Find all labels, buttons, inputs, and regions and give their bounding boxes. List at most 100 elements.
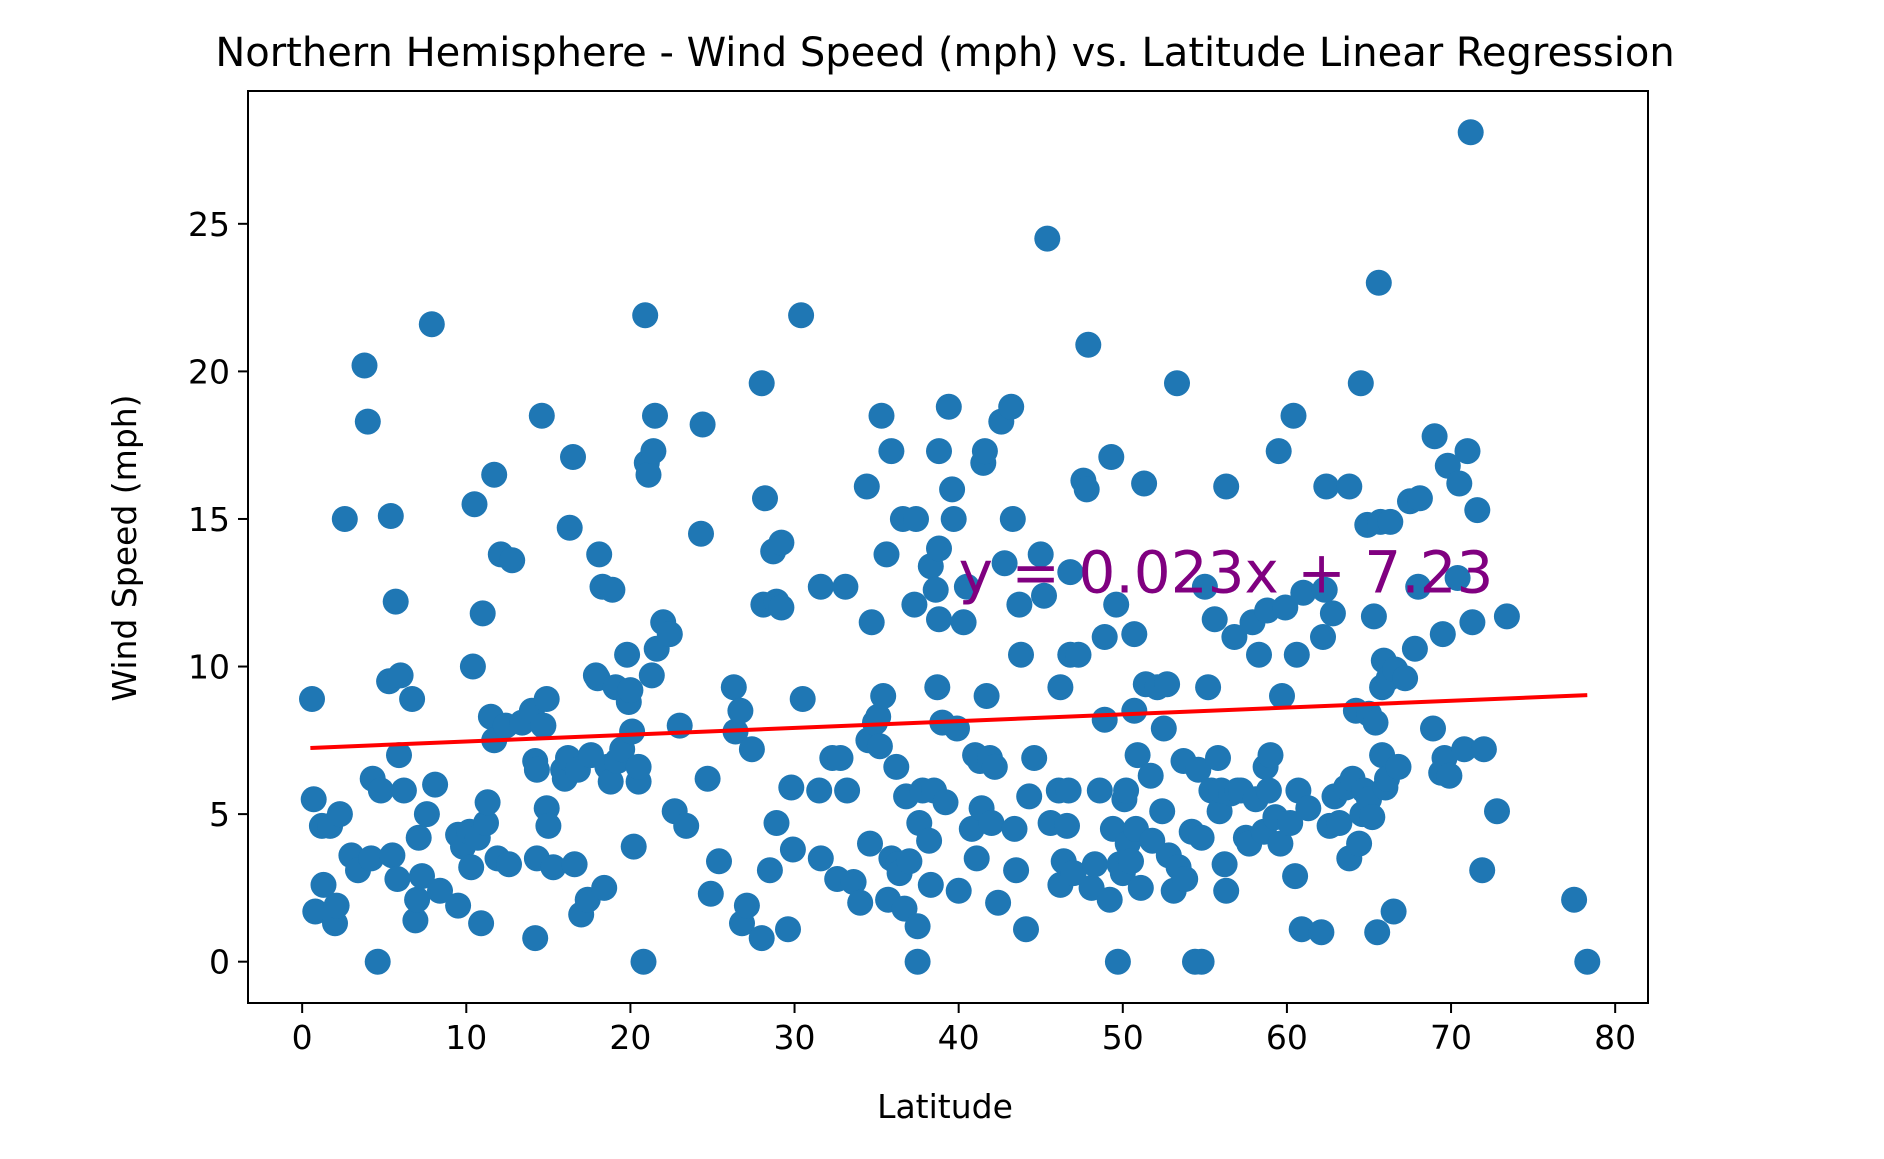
scatter-point xyxy=(1081,851,1108,878)
scatter-point xyxy=(1091,624,1118,650)
scatter-point xyxy=(896,848,923,875)
scatter-point xyxy=(1075,331,1102,358)
scatter-point xyxy=(868,402,895,429)
scatter-point xyxy=(635,461,662,488)
scatter-point xyxy=(358,845,385,872)
scatter-point xyxy=(1313,473,1340,500)
scatter-point xyxy=(1470,736,1497,763)
scatter-point xyxy=(748,370,775,397)
scatter-point xyxy=(1308,919,1335,946)
scatter-point xyxy=(377,503,404,529)
scatter-point xyxy=(1446,470,1473,497)
scatter-point xyxy=(924,674,951,701)
scatter-point xyxy=(640,438,667,465)
scatter-point xyxy=(847,889,874,916)
scatter-point xyxy=(1073,476,1100,503)
scatter-point xyxy=(1096,886,1123,913)
scatter-point xyxy=(1047,674,1074,701)
x-axis-label: Latitude xyxy=(877,1087,1013,1126)
scatter-point xyxy=(733,892,760,919)
scatter-point xyxy=(1195,674,1222,701)
scatter-point xyxy=(939,476,966,503)
scatter-point xyxy=(779,836,806,863)
y-tick-label: 20 xyxy=(188,352,230,391)
scatter-point xyxy=(903,506,929,532)
scatter-point xyxy=(561,851,588,878)
scatter-point xyxy=(720,674,747,701)
scatter-point xyxy=(1131,470,1158,497)
scatter-point xyxy=(694,765,721,792)
scatter-point xyxy=(522,925,549,952)
scatter-point xyxy=(367,777,394,804)
x-tick-label: 0 xyxy=(292,1018,313,1057)
scatter-point xyxy=(638,662,665,689)
scatter-point xyxy=(1006,591,1033,618)
scatter-point xyxy=(481,461,508,488)
scatter-point xyxy=(1054,812,1080,839)
scatter-point xyxy=(404,886,431,913)
scatter-point xyxy=(560,444,586,470)
scatter-point xyxy=(706,848,732,875)
scatter-point xyxy=(738,736,765,763)
scatter-point xyxy=(427,877,453,904)
scatter-point xyxy=(689,411,716,438)
scatter-point xyxy=(981,753,1008,780)
chart-title: Northern Hemisphere - Wind Speed (mph) v… xyxy=(215,30,1674,76)
scatter-point xyxy=(300,786,327,813)
scatter-point xyxy=(1380,898,1407,925)
scatter-point xyxy=(1060,860,1087,887)
scatter-point xyxy=(1459,609,1486,636)
scatter-point xyxy=(1213,473,1240,500)
scatter-point xyxy=(1436,762,1463,789)
scatter-point xyxy=(1311,576,1338,603)
x-tick-label: 70 xyxy=(1430,1018,1472,1057)
scatter-point xyxy=(1574,948,1601,975)
y-tick-label: 5 xyxy=(209,795,230,834)
scatter-point xyxy=(768,594,795,621)
scatter-point xyxy=(474,789,501,816)
scatter-point xyxy=(386,742,412,769)
x-tick-label: 50 xyxy=(1102,1018,1144,1057)
scatter-point xyxy=(1360,603,1387,630)
scatter-point xyxy=(1172,866,1199,892)
scatter-point xyxy=(1185,756,1212,783)
scatter-point xyxy=(422,771,449,798)
scatter-point xyxy=(409,863,435,890)
x-tick-label: 40 xyxy=(938,1018,980,1057)
scatter-point xyxy=(599,576,626,603)
scatter-point xyxy=(958,815,985,842)
scatter-point xyxy=(1055,777,1082,804)
scatter-point xyxy=(935,393,962,420)
regression-line xyxy=(310,693,1588,750)
scatter-point xyxy=(1420,715,1446,742)
scatter-point xyxy=(727,697,754,724)
scatter-point xyxy=(461,491,488,518)
x-axis: 0 10 20 30 40 50 60 70 80 xyxy=(292,1003,1636,1057)
scatter-point xyxy=(1469,857,1496,884)
scatter-point xyxy=(399,686,426,712)
scatter-point xyxy=(807,573,834,600)
scatter-point xyxy=(978,810,1005,836)
scatter-point xyxy=(1121,697,1148,724)
plot-area xyxy=(299,119,1601,975)
scatter-point xyxy=(1265,438,1292,465)
scatter-point xyxy=(299,686,325,712)
scatter-point xyxy=(953,573,980,600)
scatter-point xyxy=(870,683,897,709)
scatter-point xyxy=(999,506,1026,532)
scatter-point xyxy=(1201,606,1228,633)
scatter-point xyxy=(1429,621,1456,648)
scatter-point xyxy=(971,438,998,465)
scatter-point xyxy=(533,686,560,712)
scatter-point xyxy=(1034,225,1061,252)
scatter-point xyxy=(1013,916,1039,943)
scatter-point xyxy=(1016,783,1043,810)
scatter-point xyxy=(1365,269,1392,296)
scatter-point xyxy=(390,777,417,804)
scatter-point xyxy=(1310,624,1336,650)
scatter-point xyxy=(991,550,1018,577)
scatter-point xyxy=(827,745,854,771)
scatter-point xyxy=(556,514,583,541)
scatter-point xyxy=(625,753,652,780)
scatter-point xyxy=(1280,402,1307,429)
